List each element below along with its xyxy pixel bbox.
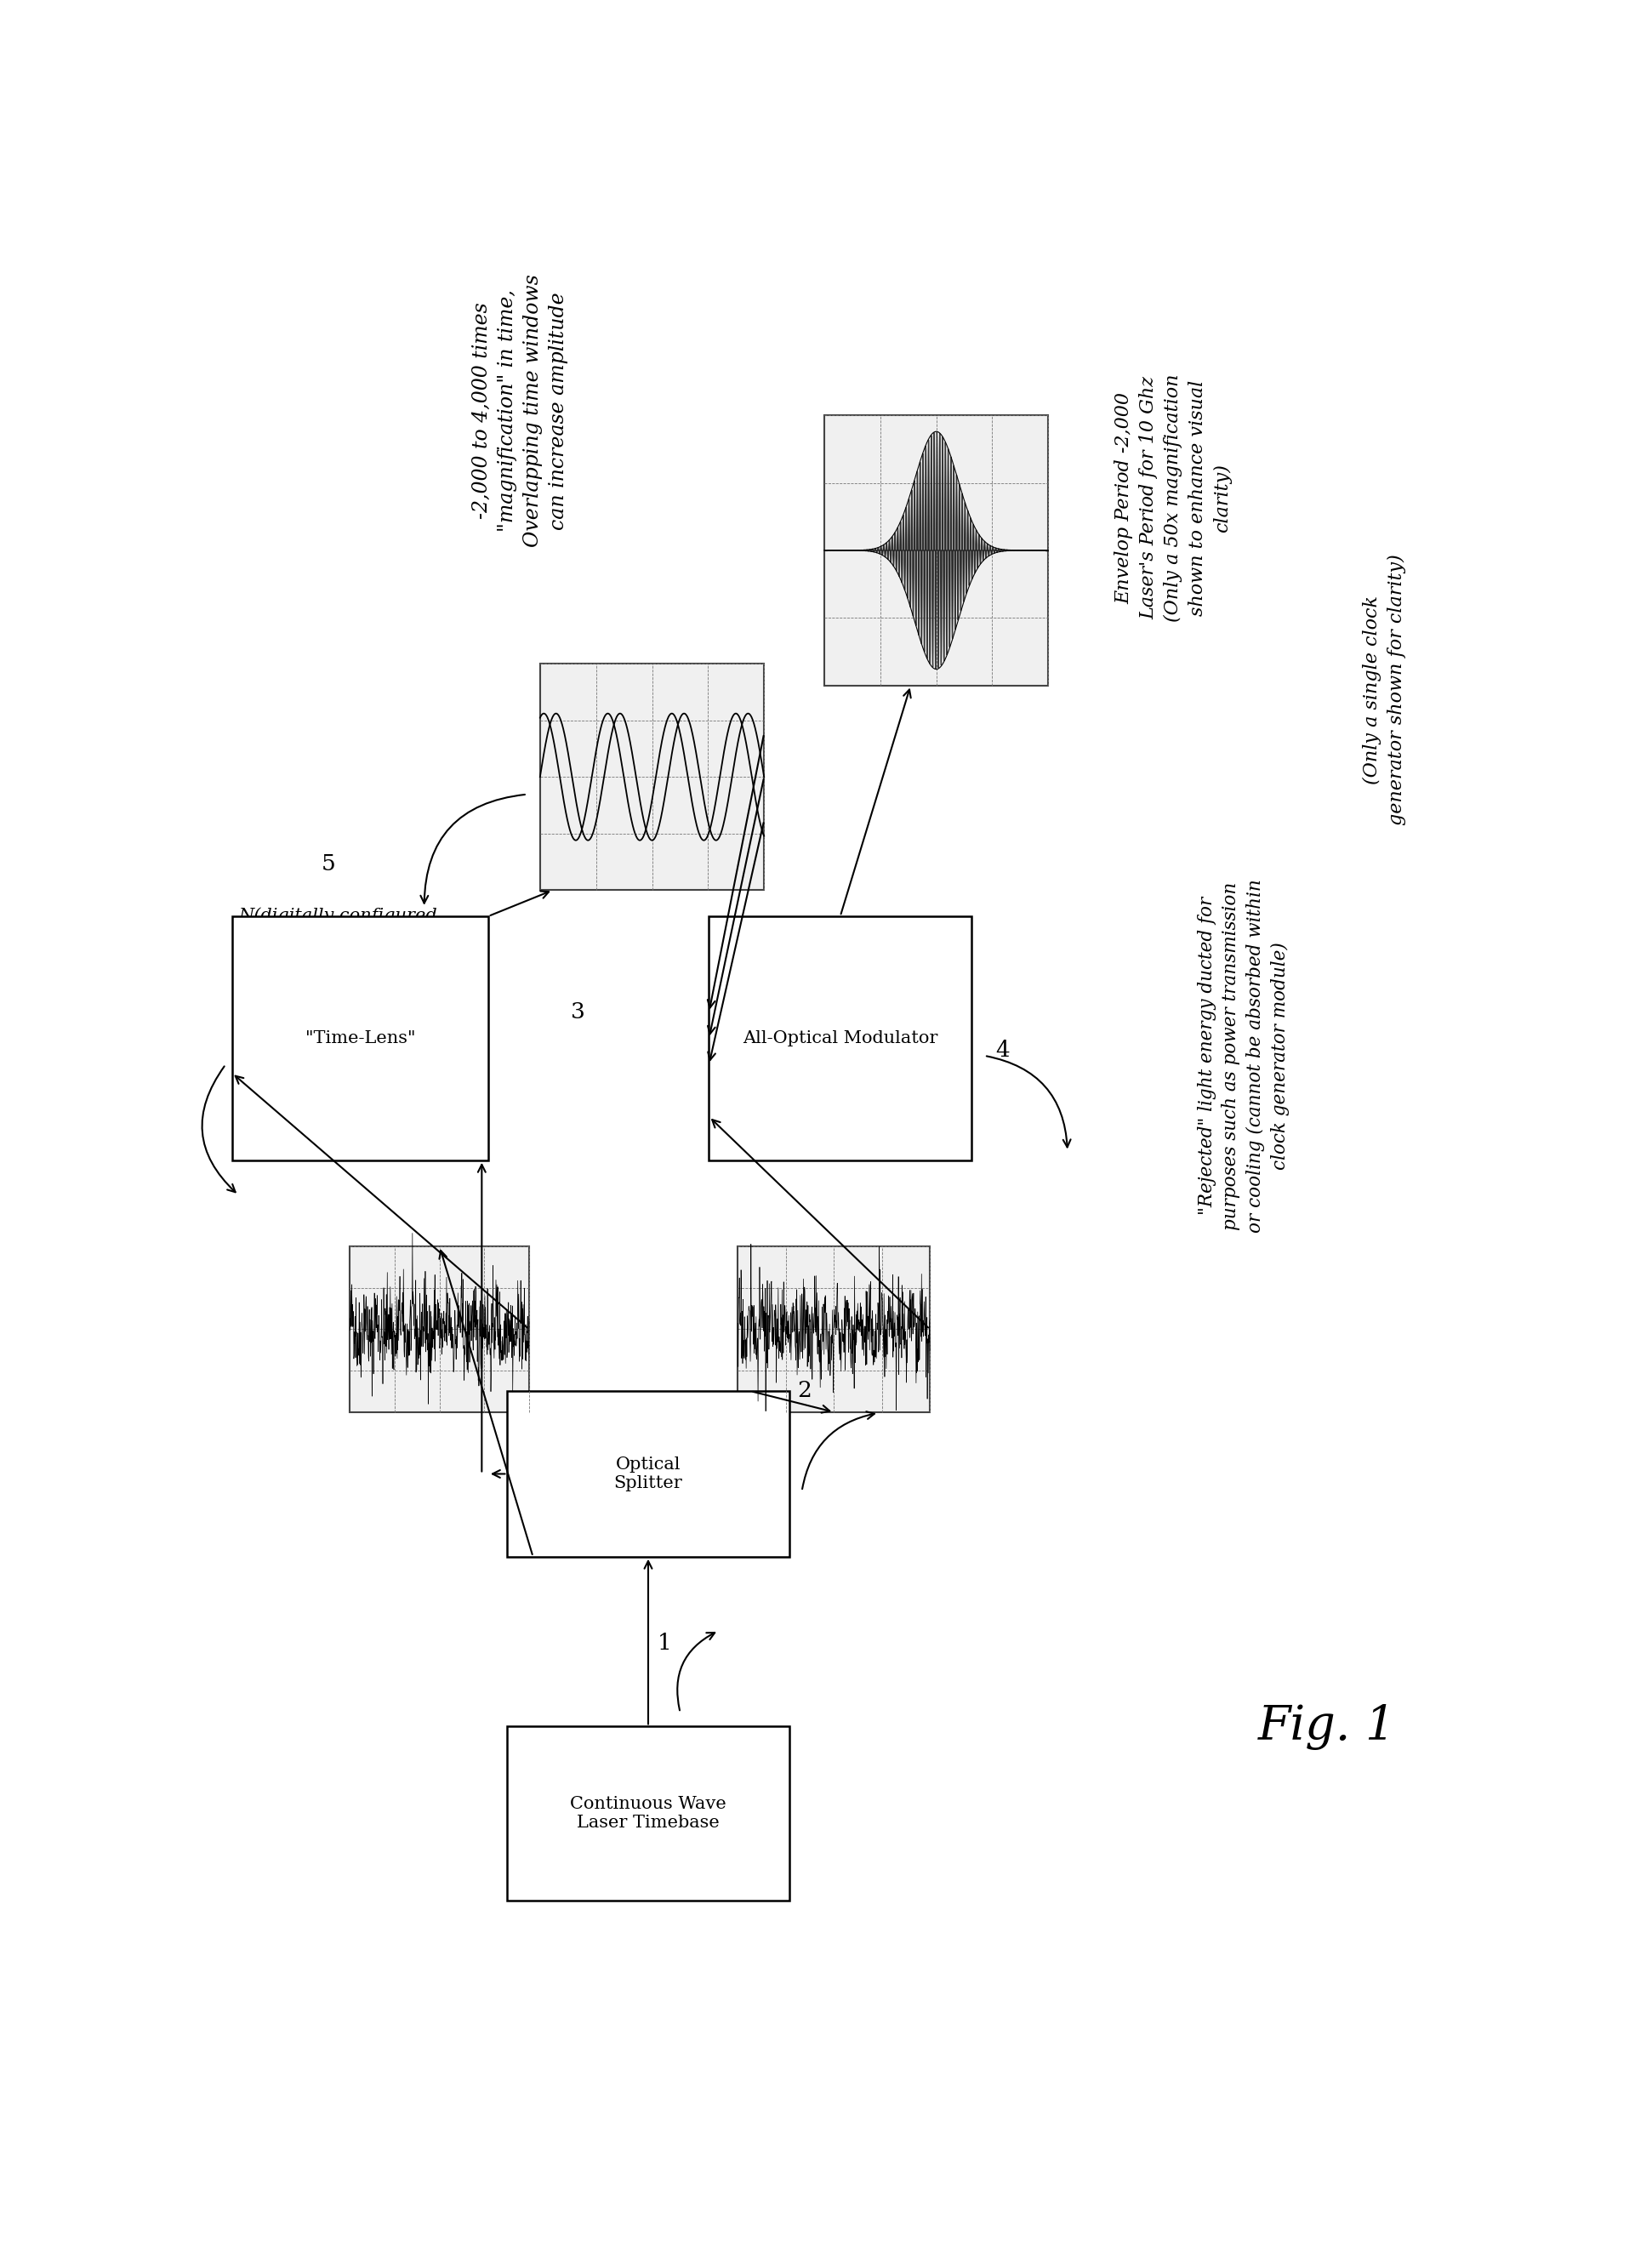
Text: "Rejected" light energy ducted for
purposes such as power transmission
or coolin: "Rejected" light energy ducted for purpo… <box>1198 878 1290 1233</box>
Text: "Time-Lens": "Time-Lens" <box>306 1030 415 1046</box>
Bar <box>709 917 971 1161</box>
Text: (Only a single clock
generator shown for clarity): (Only a single clock generator shown for… <box>1363 554 1406 826</box>
Text: Envelop Period -2,000
Laser's Period for 10 Ghz
(Only a 50x magnification
shown : Envelop Period -2,000 Laser's Period for… <box>1115 373 1232 622</box>
Text: Continuous Wave
Laser Timebase: Continuous Wave Laser Timebase <box>570 1797 727 1831</box>
Bar <box>507 1727 790 1901</box>
Bar <box>231 917 489 1161</box>
Bar <box>540 663 765 889</box>
Text: Optical
Splitter: Optical Splitter <box>615 1457 682 1491</box>
Bar <box>507 1392 790 1557</box>
Text: All-Optical Modulator: All-Optical Modulator <box>743 1030 938 1046</box>
Text: N(digitally configured
modulo-N count): N(digitally configured modulo-N count) <box>238 907 438 946</box>
Text: Fig. 1: Fig. 1 <box>1257 1704 1396 1749</box>
Bar <box>350 1247 529 1412</box>
Bar <box>738 1247 930 1412</box>
Text: 1: 1 <box>657 1632 672 1654</box>
Text: 3: 3 <box>570 1003 585 1023</box>
Bar <box>824 416 1049 686</box>
Text: 2: 2 <box>798 1380 811 1401</box>
Text: 5: 5 <box>320 853 335 874</box>
Text: -2,000 to 4,000 times
"magnification" in time,
Overlapping time windows
can incr: -2,000 to 4,000 times "magnification" in… <box>472 274 568 548</box>
Text: 4: 4 <box>996 1039 1009 1061</box>
